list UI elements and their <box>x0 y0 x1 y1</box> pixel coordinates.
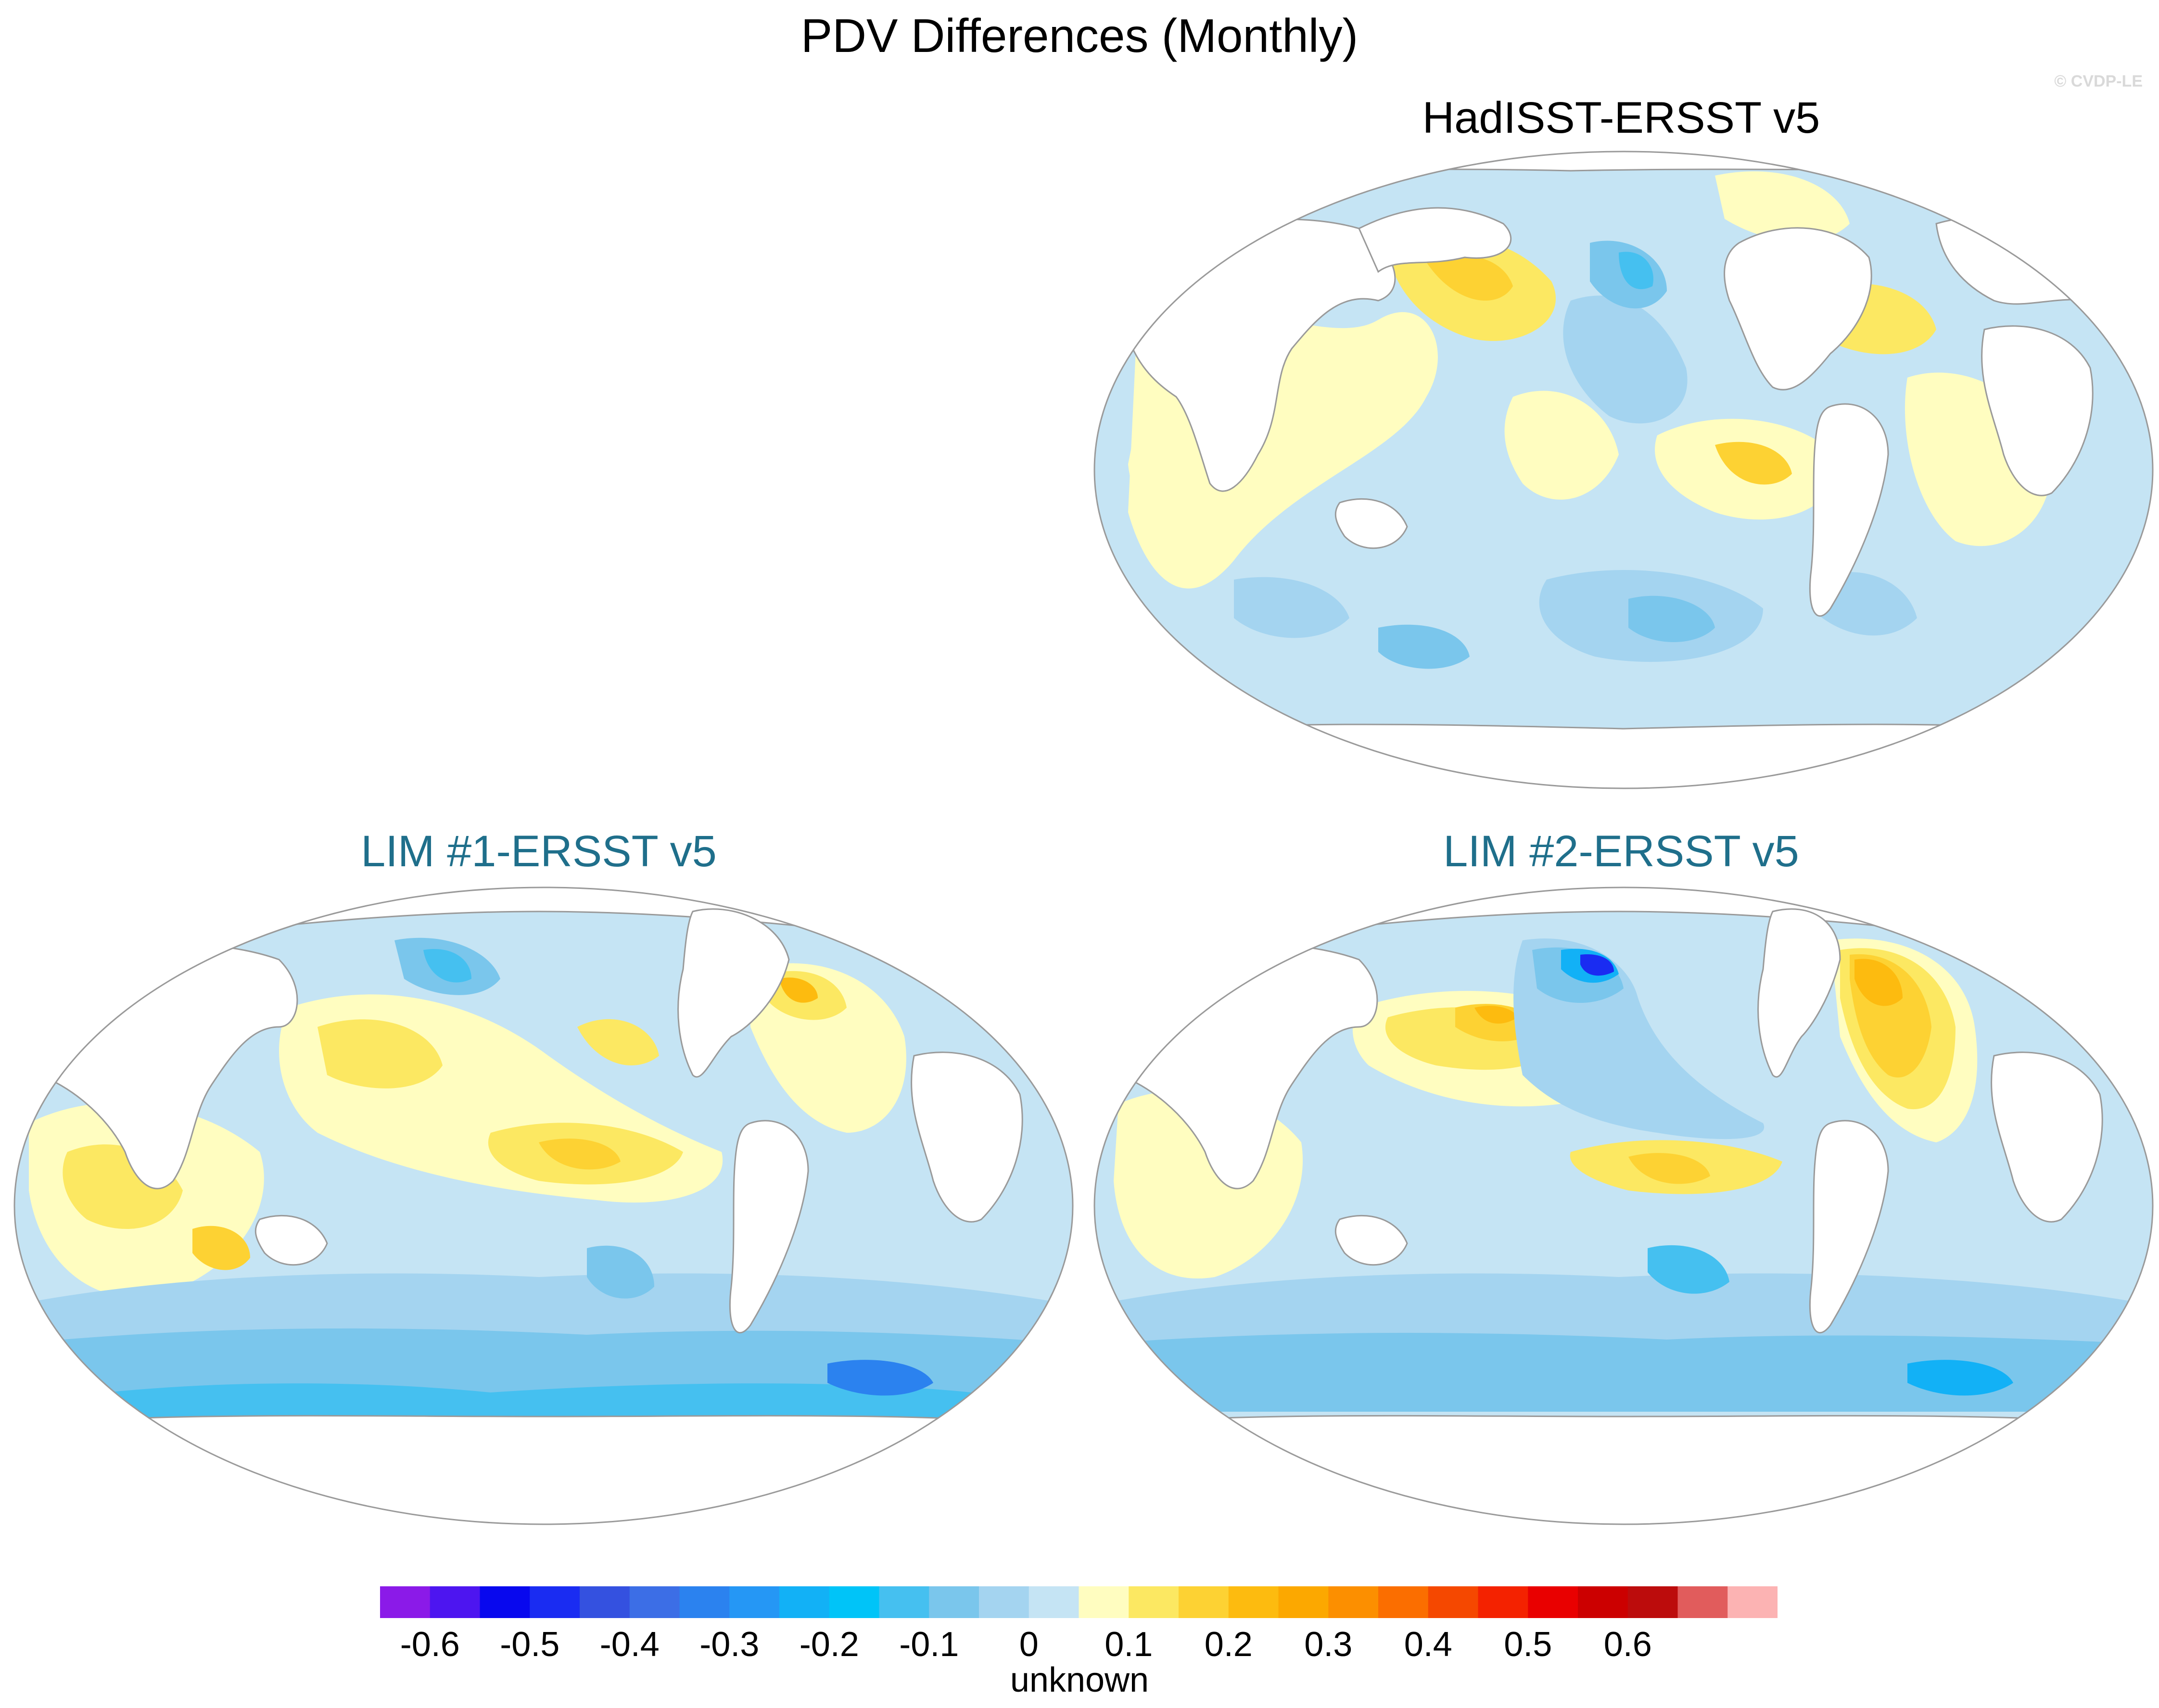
anomaly-patch <box>1474 1006 1518 1024</box>
anomaly-patch <box>779 977 818 1003</box>
map-lim1-ersst <box>13 886 1074 1525</box>
panel-title-lim1: LIM #1-ERSST v5 <box>361 827 717 876</box>
anomaly-patch <box>1234 577 1349 638</box>
anomaly-patch <box>192 1226 250 1270</box>
anomaly-patch <box>1628 1153 1710 1184</box>
anomaly-patch <box>1563 295 1688 424</box>
anomaly-patch <box>1628 595 1715 642</box>
colorbar-units-label: unknown <box>1010 1661 1149 1699</box>
anomaly-patch <box>539 1139 621 1170</box>
colorbar-swatch <box>1079 1586 1129 1618</box>
colorbar-swatch <box>1627 1586 1678 1618</box>
anomaly-patch <box>1504 391 1619 500</box>
colorbar-swatch <box>1378 1586 1429 1618</box>
anomaly-patch <box>1715 442 1792 485</box>
colorbar-tick-label: 0.1 <box>1105 1625 1153 1664</box>
anomaly-patch <box>587 1245 654 1299</box>
colorbar-tick-label: 0.3 <box>1304 1625 1353 1664</box>
colorbar-tick-label: 0 <box>1019 1625 1039 1664</box>
colorbar-swatch <box>1478 1586 1528 1618</box>
colorbar-swatch <box>380 1586 431 1618</box>
colorbar-swatch <box>1727 1586 1778 1618</box>
anomaly-patch <box>577 1019 659 1065</box>
colorbar-tick-labels: -0.6 -0.5 -0.4 -0.3 -0.2 -0.1 0 0.1 0.2 0.3 0.4 0.5… <box>380 1625 1778 1664</box>
map-frame <box>1093 886 2154 1525</box>
anomaly-patch <box>423 949 471 983</box>
anomaly-patch <box>1907 1360 2013 1396</box>
colorbar-tick-label: 0.4 <box>1404 1625 1452 1664</box>
panel-title-lim2: LIM #2-ERSST v5 <box>1443 827 1799 876</box>
colorbar-swatch <box>1677 1586 1728 1618</box>
anomaly-patch <box>1580 954 1614 976</box>
colorbar-tick-label: 0.5 <box>1504 1625 1552 1664</box>
colorbar-tick-label: -0.4 <box>599 1625 660 1664</box>
colorbar-swatch <box>979 1586 1029 1618</box>
colorbar-swatch <box>430 1586 480 1618</box>
anomaly-patch <box>1426 255 1513 301</box>
anomaly-patch <box>1854 959 1903 1006</box>
map-frame <box>13 886 1074 1525</box>
colorbar-swatch <box>1179 1586 1229 1618</box>
colorbar-swatch <box>1328 1586 1379 1618</box>
colorbar-swatch <box>530 1586 580 1618</box>
colorbar-tick-label: -0.5 <box>500 1625 560 1664</box>
colorbar-tick-label: -0.2 <box>799 1625 859 1664</box>
anomaly-patch <box>318 1019 443 1088</box>
colorbar-tick-label: 0.2 <box>1204 1625 1253 1664</box>
colorbar-swatch <box>1129 1586 1179 1618</box>
colorbar-swatch <box>929 1586 979 1618</box>
anomaly-patch <box>1094 1333 2153 1412</box>
anomaly-patch <box>1128 411 1190 514</box>
colorbar-swatch <box>1278 1586 1329 1618</box>
colorbar-tick-label: -0.3 <box>699 1625 760 1664</box>
anomaly-patch <box>1378 624 1470 669</box>
colorbar-swatch <box>480 1586 530 1618</box>
colorbar-swatch <box>679 1586 730 1618</box>
anomaly-patch <box>1619 252 1653 290</box>
colorbar <box>380 1586 1778 1618</box>
watermark: © CVDP-LE <box>2054 72 2143 90</box>
colorbar-tick-label: -0.1 <box>899 1625 959 1664</box>
map-lim2-ersst <box>1093 886 2154 1525</box>
colorbar-swatch <box>1228 1586 1279 1618</box>
anomaly-patch <box>106 1383 972 1421</box>
figure-title: PDV Differences (Monthly) <box>800 9 1359 62</box>
colorbar-swatch <box>1578 1586 1628 1618</box>
colorbar-swatch <box>1528 1586 1578 1618</box>
panel-title-hadisst: HadISST-ERSST v5 <box>1422 93 1820 142</box>
colorbar-swatch <box>580 1586 630 1618</box>
anomaly-patch <box>827 1360 933 1396</box>
colorbar-swatch <box>1029 1586 1079 1618</box>
map-hadisst-ersst <box>1093 151 2154 789</box>
colorbar-tick-label: 0.6 <box>1603 1625 1652 1664</box>
colorbar-tick-label: -0.6 <box>400 1625 460 1664</box>
colorbar-swatch <box>729 1586 780 1618</box>
anomaly-patch <box>1648 1245 1729 1294</box>
map-frame <box>1093 151 2154 789</box>
colorbar-swatch <box>779 1586 830 1618</box>
colorbar-swatch <box>829 1586 879 1618</box>
colorbar-swatch <box>1428 1586 1478 1618</box>
colorbar-swatch <box>879 1586 929 1618</box>
colorbar-swatch <box>629 1586 680 1618</box>
anomaly-patch <box>1715 171 1850 242</box>
